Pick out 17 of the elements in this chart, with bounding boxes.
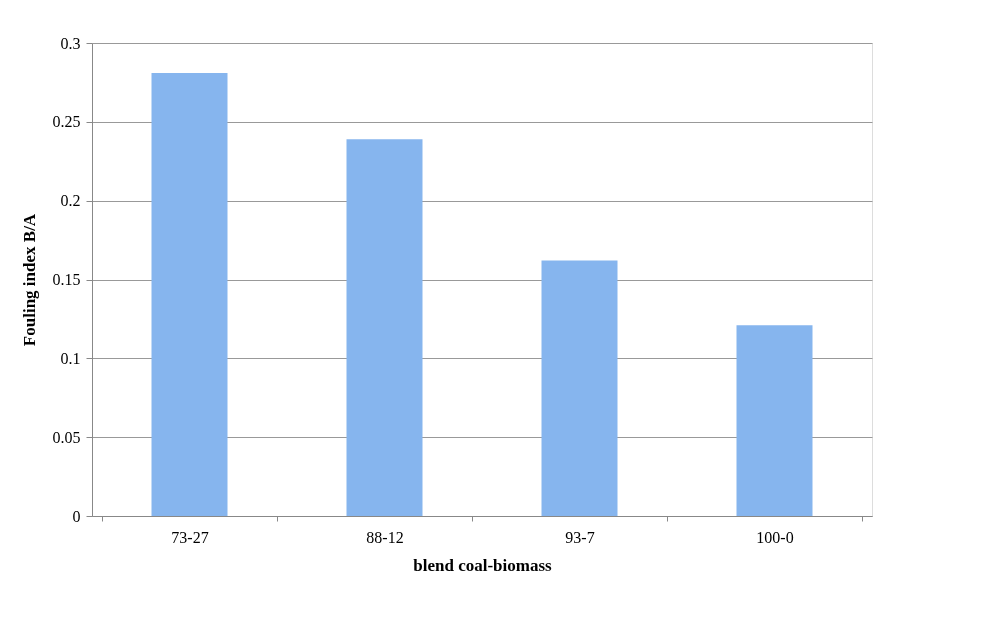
bar <box>736 325 813 516</box>
y-axis-title: Fouling index B/A <box>19 213 39 347</box>
y-tick-label: 0.25 <box>52 113 81 131</box>
x-tick-label: 73-27 <box>171 528 209 546</box>
y-tick-label: 0.2 <box>60 192 81 210</box>
x-tick-label: 88-12 <box>366 528 404 546</box>
bar <box>346 139 423 516</box>
y-tick-label: 0.1 <box>60 349 81 367</box>
bar <box>151 72 228 516</box>
y-tick-label: 0.05 <box>52 428 81 446</box>
y-tick-label: 0.3 <box>60 34 81 52</box>
y-tick-label: 0 <box>72 507 81 525</box>
x-tick-label: 100-0 <box>756 528 794 546</box>
bar <box>541 260 618 516</box>
x-axis-title: blend coal-biomass <box>413 555 553 575</box>
y-tick-label: 0.15 <box>52 271 81 288</box>
x-tick-label: 93-7 <box>565 528 595 546</box>
